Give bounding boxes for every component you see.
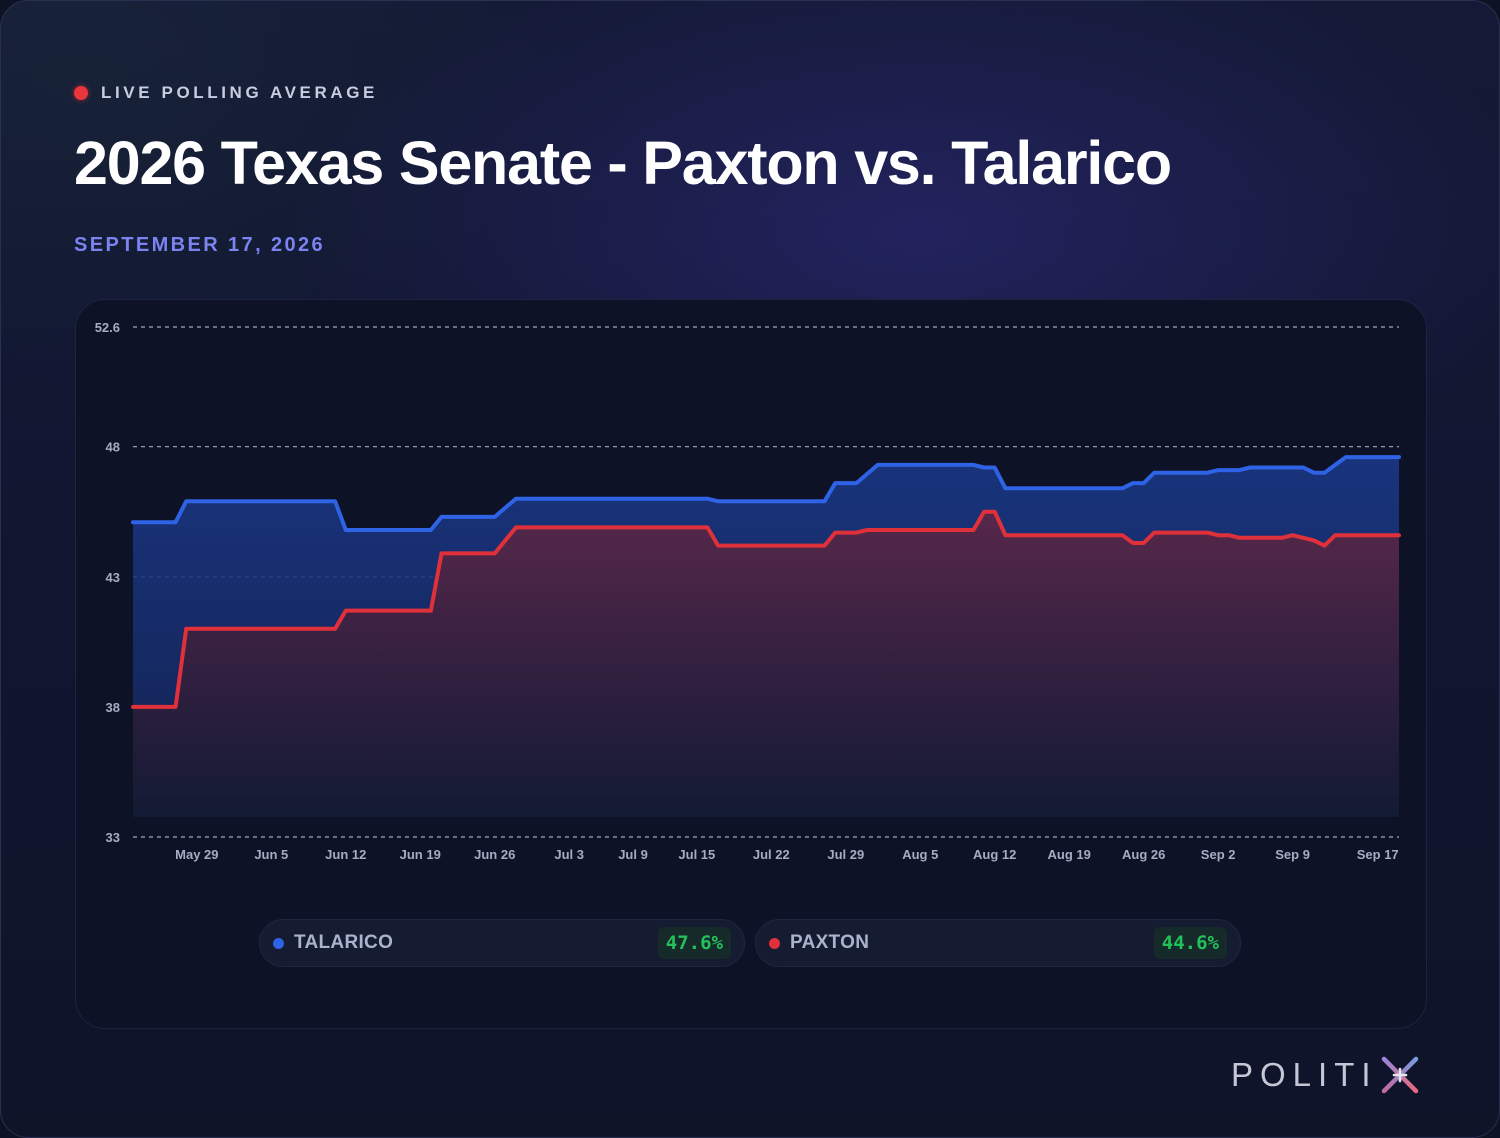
x-tick-label: Aug 12 — [973, 847, 1016, 862]
x-tick-label: Jun 5 — [254, 847, 288, 862]
x-tick-label: Aug 5 — [902, 847, 938, 862]
talarico-dot-icon — [273, 937, 284, 949]
legend-item-paxton: PAXTON 44.6% — [755, 919, 1241, 967]
paxton-dot-icon — [769, 937, 780, 949]
talarico-series-line — [131, 455, 1401, 532]
legend-name: PAXTON — [790, 932, 870, 953]
x-tick-label: Jun 12 — [325, 847, 366, 862]
legend-item-talarico: TALARICO 47.6% — [259, 919, 745, 967]
x-tick-label: Aug 26 — [1122, 847, 1165, 862]
y-tick-label: 52.6 — [95, 320, 120, 335]
y-tick-label: 48 — [106, 440, 120, 455]
x-tick-label: Sep 2 — [1201, 847, 1236, 862]
x-tick-label: Jul 22 — [753, 847, 790, 862]
brand-logo: POLITI — [1231, 1055, 1422, 1095]
x-tick-label: Jun 26 — [474, 847, 515, 862]
legend-value: 47.6% — [657, 927, 731, 959]
x-tick-label: Jun 19 — [400, 847, 441, 862]
y-tick-label: 33 — [106, 830, 120, 845]
x-tick-label: Jul 3 — [554, 847, 584, 862]
x-tick-label: Jul 9 — [618, 847, 648, 862]
y-tick-label: 38 — [106, 700, 120, 715]
page-title: 2026 Texas Senate - Paxton vs. Talarico — [74, 129, 1172, 197]
live-dot-icon — [74, 86, 88, 100]
report-date: SEPTEMBER 17, 2026 — [74, 234, 326, 256]
y-tick-label: 43 — [106, 570, 120, 585]
paxton-area — [133, 511, 1399, 817]
x-tick-label: Sep 17 — [1357, 847, 1399, 862]
x-tick-label: Sep 9 — [1275, 847, 1310, 862]
live-indicator: LIVE POLLING AVERAGE — [74, 83, 378, 103]
x-tick-label: Aug 19 — [1048, 847, 1091, 862]
x-tick-label: Jul 29 — [827, 847, 864, 862]
x-plus-logo-icon — [1381, 1056, 1418, 1094]
paxton-series-line — [131, 509, 1401, 709]
live-label: LIVE POLLING AVERAGE — [101, 83, 378, 102]
legend-value: 44.6% — [1153, 927, 1227, 959]
x-tick-label: Jul 15 — [678, 847, 715, 862]
brand-name: POLITI — [1231, 1056, 1378, 1093]
x-tick-label: May 29 — [175, 847, 218, 862]
legend-name: TALARICO — [294, 932, 394, 953]
